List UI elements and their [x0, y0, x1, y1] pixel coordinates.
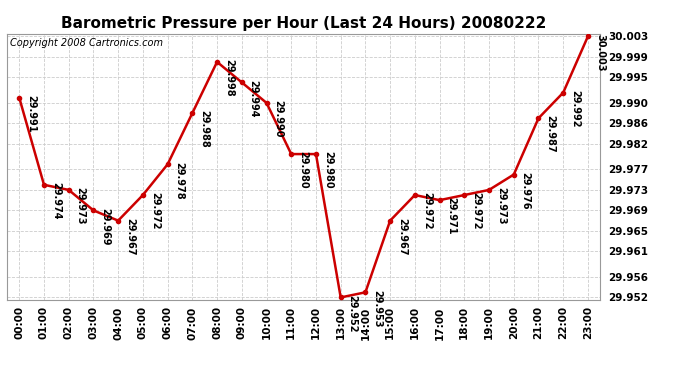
Text: 29.974: 29.974	[51, 182, 61, 219]
Title: Barometric Pressure per Hour (Last 24 Hours) 20080222: Barometric Pressure per Hour (Last 24 Ho…	[61, 16, 546, 31]
Text: 29.972: 29.972	[471, 192, 481, 230]
Text: 29.980: 29.980	[298, 151, 308, 189]
Text: 29.973: 29.973	[76, 187, 86, 225]
Text: 29.998: 29.998	[224, 59, 234, 97]
Text: 29.952: 29.952	[348, 295, 357, 332]
Text: 29.967: 29.967	[397, 218, 407, 255]
Text: 29.992: 29.992	[570, 90, 580, 128]
Text: 29.990: 29.990	[273, 100, 284, 138]
Text: 29.980: 29.980	[323, 151, 333, 189]
Text: 30.003: 30.003	[595, 33, 605, 71]
Text: 29.991: 29.991	[26, 95, 36, 132]
Text: 29.972: 29.972	[150, 192, 160, 230]
Text: 29.972: 29.972	[422, 192, 432, 230]
Text: Copyright 2008 Cartronics.com: Copyright 2008 Cartronics.com	[10, 38, 163, 48]
Text: 29.987: 29.987	[545, 116, 555, 153]
Text: 29.953: 29.953	[373, 290, 382, 327]
Text: 29.967: 29.967	[125, 218, 135, 255]
Text: 29.973: 29.973	[496, 187, 506, 225]
Text: 29.978: 29.978	[175, 162, 184, 199]
Text: 29.976: 29.976	[521, 172, 531, 209]
Text: 29.994: 29.994	[248, 80, 259, 117]
Text: 29.988: 29.988	[199, 110, 209, 148]
Text: 29.971: 29.971	[446, 197, 457, 235]
Text: 29.969: 29.969	[100, 208, 110, 245]
